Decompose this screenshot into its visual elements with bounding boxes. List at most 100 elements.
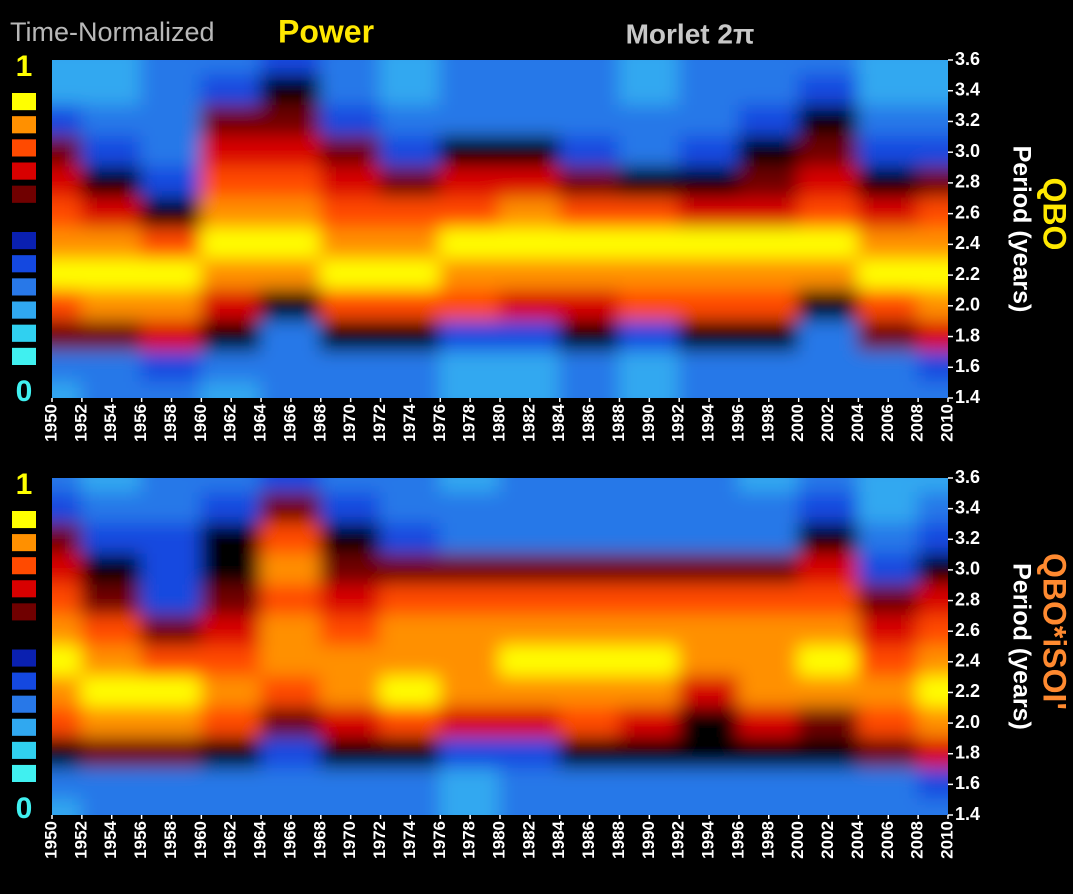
heatmap-cell bbox=[797, 706, 860, 740]
heatmap-cell bbox=[737, 381, 800, 398]
heatmap-cell bbox=[558, 584, 621, 617]
heatmap-cell bbox=[319, 798, 382, 815]
heatmap-cell bbox=[140, 768, 203, 801]
heatmap-cell bbox=[737, 737, 800, 771]
heatmap-cell bbox=[917, 584, 948, 617]
x-tick-label: 2010 bbox=[937, 404, 956, 442]
heatmap-cell bbox=[857, 60, 920, 77]
heatmap-cell bbox=[52, 60, 83, 77]
heatmap-cell bbox=[260, 478, 322, 495]
heatmap-cell bbox=[618, 166, 681, 200]
heatmap-cell bbox=[618, 105, 681, 138]
heatmap-cell bbox=[200, 522, 263, 556]
heatmap-cell bbox=[678, 381, 740, 398]
heatmap-cell bbox=[857, 676, 920, 709]
heatmap-cell bbox=[260, 492, 322, 525]
heatmap-cell bbox=[379, 553, 442, 587]
heatmap-cell bbox=[737, 105, 800, 138]
x-tick-label: 1988 bbox=[609, 404, 628, 442]
heatmap-cell bbox=[319, 737, 382, 771]
heatmap-cells bbox=[52, 478, 948, 815]
title: Time-Normalized bbox=[10, 17, 215, 47]
heatmap-cell bbox=[917, 350, 948, 384]
x-tick-label: 2004 bbox=[848, 820, 867, 858]
heatmap-cell bbox=[558, 706, 621, 740]
heatmap-cell bbox=[678, 197, 740, 230]
heatmap-cell bbox=[260, 737, 322, 771]
colorbar-swatch bbox=[12, 741, 36, 759]
heatmap-cell bbox=[678, 105, 740, 138]
heatmap-cell bbox=[618, 645, 681, 679]
x-tick-label: 1972 bbox=[370, 404, 389, 442]
heatmap-cell bbox=[618, 676, 681, 709]
heatmap-cell bbox=[379, 492, 442, 525]
heatmap-cell bbox=[200, 381, 263, 398]
heatmap-cell bbox=[558, 553, 621, 587]
heatmap-cell bbox=[52, 197, 83, 230]
heatmap-cell bbox=[140, 706, 203, 740]
heatmap-cell bbox=[200, 74, 263, 108]
heatmap-cell bbox=[200, 478, 263, 495]
colorbar-swatch bbox=[12, 557, 36, 575]
heatmap-cell bbox=[618, 522, 681, 556]
colorbar-swatch bbox=[12, 347, 36, 365]
heatmap-cell bbox=[499, 737, 561, 771]
colorbar-swatch bbox=[12, 255, 36, 273]
heatmap-cell bbox=[917, 614, 948, 648]
colorbar-swatch bbox=[12, 116, 36, 134]
x-tick-label: 1974 bbox=[400, 403, 419, 441]
heatmap-cell bbox=[857, 258, 920, 292]
heatmap-cell bbox=[80, 676, 143, 709]
heatmap-cell bbox=[140, 381, 203, 398]
heatmap-cell bbox=[797, 350, 860, 384]
heatmap-cell bbox=[319, 166, 382, 200]
colorbar-swatch bbox=[12, 511, 36, 529]
heatmap-cell bbox=[857, 381, 920, 398]
heatmap-cell bbox=[319, 522, 382, 556]
heatmap-cell bbox=[857, 74, 920, 108]
heatmap-cell bbox=[260, 258, 322, 292]
heatmap-cell bbox=[797, 492, 860, 525]
x-tick-label: 1978 bbox=[460, 404, 479, 442]
heatmap-cell bbox=[439, 706, 501, 740]
x-tick-label: 1990 bbox=[639, 821, 658, 859]
heatmap-cell bbox=[379, 197, 442, 230]
heatmap-cell bbox=[379, 522, 442, 556]
heatmap-cell bbox=[857, 706, 920, 740]
x-tick-label: 1964 bbox=[251, 403, 270, 441]
heatmap-cell bbox=[80, 492, 143, 525]
x-tick-label: 2008 bbox=[908, 404, 927, 442]
x-tick-label: 2000 bbox=[788, 404, 807, 442]
heatmap-cell bbox=[737, 706, 800, 740]
heatmap-cell bbox=[857, 320, 920, 353]
heatmap-cell bbox=[917, 381, 948, 398]
heatmap-cell bbox=[499, 258, 561, 292]
heatmap-cell bbox=[52, 522, 83, 556]
y-tick-label: 2.8 bbox=[955, 589, 980, 609]
y-tick-label: 2.2 bbox=[955, 681, 980, 701]
heatmap-cell bbox=[80, 768, 143, 801]
colorbar-swatch bbox=[12, 232, 36, 250]
heatmap-cell bbox=[200, 645, 263, 679]
heatmap-cell bbox=[857, 289, 920, 323]
heatmap-cell bbox=[439, 60, 501, 77]
heatmap-cell bbox=[319, 676, 382, 709]
y-tick-label: 2.8 bbox=[955, 172, 980, 192]
heatmap-cell bbox=[140, 798, 203, 815]
x-tick-label: 1984 bbox=[549, 820, 568, 858]
heatmap-cell bbox=[80, 584, 143, 617]
heatmap-cell bbox=[439, 197, 501, 230]
heatmap-cell bbox=[678, 553, 740, 587]
heatmap-cell bbox=[52, 135, 83, 169]
heatmap-cell bbox=[499, 166, 561, 200]
heatmap-cell bbox=[200, 289, 263, 323]
heatmap-cell bbox=[52, 166, 83, 200]
heatmap-cell bbox=[678, 584, 740, 617]
heatmap-cell bbox=[499, 478, 561, 495]
heatmap-cell bbox=[52, 258, 83, 292]
heatmap-cell bbox=[678, 706, 740, 740]
heatmap-cell bbox=[797, 289, 860, 323]
heatmap-cell bbox=[439, 135, 501, 169]
heatmap-cell bbox=[558, 166, 621, 200]
heatmap-cell bbox=[618, 737, 681, 771]
